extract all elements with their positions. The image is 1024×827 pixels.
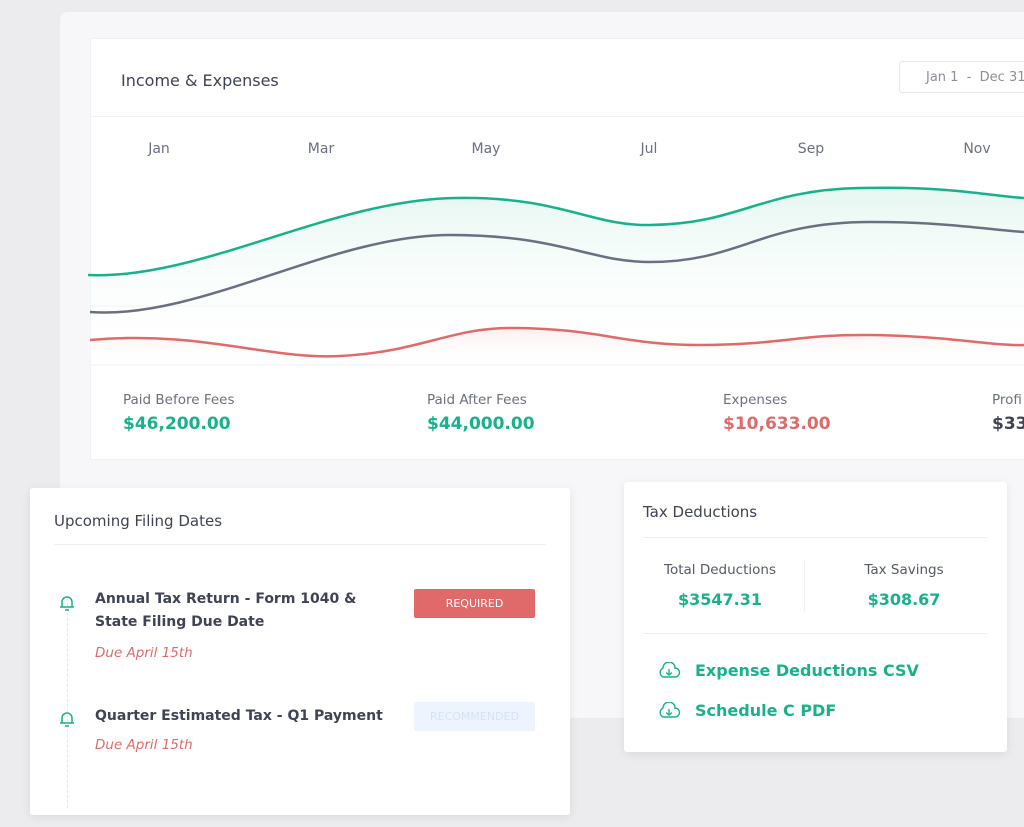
badge[interactable]: RECOMMENDED — [414, 702, 535, 731]
month-label: Nov — [963, 141, 991, 157]
due-date: Due April 15th — [95, 737, 193, 753]
stat-value: $10,633.00 — [723, 414, 831, 434]
divider — [643, 537, 988, 538]
divider — [90, 116, 1024, 117]
card-title: Upcoming Filing Dates — [54, 512, 223, 530]
date-range[interactable]: Jan 1 - Dec 31 — [899, 61, 1024, 93]
due-date: Due April 15th — [95, 645, 193, 661]
stat-label: Paid Before Fees — [123, 392, 235, 408]
expense-line — [89, 326, 1024, 358]
month-label: Jul — [640, 141, 658, 157]
stat-label: Total Deductions — [664, 562, 776, 578]
income-line — [87, 186, 1024, 277]
filing-title: Quarter Estimated Tax - Q1 Payment — [95, 708, 383, 724]
card-title: Income & Expenses — [121, 71, 279, 90]
stat-label: Profi — [992, 392, 1022, 408]
divider — [643, 633, 988, 634]
stat-value: $44,000.00 — [427, 414, 535, 434]
stat-value: $46,200.00 — [123, 414, 231, 434]
month-label: Sep — [797, 141, 825, 157]
month-label: Jan — [148, 141, 170, 157]
bell-icon — [60, 712, 74, 727]
stat-value: $308.67 — [867, 590, 941, 609]
timeline — [67, 598, 68, 808]
stat-label: Paid After Fees — [427, 392, 527, 408]
chart — [87, 186, 1024, 366]
stat-value: $3547.31 — [677, 590, 762, 609]
stat-label: Expenses — [723, 392, 788, 408]
download-link[interactable]: Expense Deductions CSV — [695, 661, 919, 680]
bell-icon — [60, 596, 74, 611]
download-icon — [659, 662, 681, 678]
area-fill — [90, 328, 1024, 365]
filing-card: Upcoming Filing Dates Annual Tax Return … — [30, 488, 570, 815]
filing-title: Annual Tax Return - Form 1040 & State Fi… — [95, 591, 357, 630]
stat-label: Tax Savings — [864, 562, 944, 578]
stat-value: $33 — [992, 414, 1024, 434]
download-link[interactable]: Schedule C PDF — [695, 701, 837, 720]
download-icon — [659, 702, 681, 718]
divider — [54, 544, 546, 545]
net-line — [89, 220, 1024, 314]
month-label: Mar — [307, 141, 335, 157]
badge[interactable]: REQUIRED — [414, 589, 535, 618]
month-label: May — [471, 141, 501, 157]
divider — [804, 560, 805, 612]
tax-card: Tax Deductions Total Deductions $3547.31… — [624, 482, 1007, 752]
card-title: Tax Deductions — [643, 503, 758, 521]
